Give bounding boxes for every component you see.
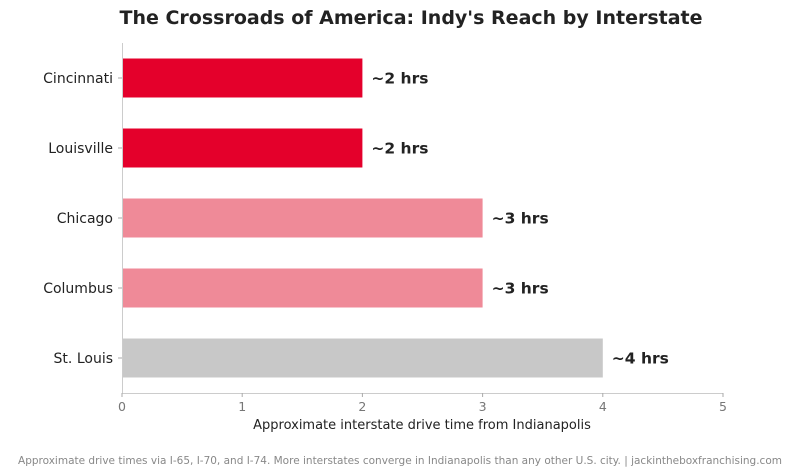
bar-2 — [122, 198, 483, 238]
bar-0 — [122, 58, 363, 98]
category-label: Louisville — [48, 141, 113, 157]
category-labels: Cincinnati Louisville Chicago Columbus St. L… — [43, 71, 122, 367]
category-label: Cincinnati — [43, 71, 113, 87]
chart-title: The Crossroads of America: Indy's Reach … — [119, 7, 702, 29]
x-tick-label: 2 — [358, 399, 366, 414]
data-label: ~3 hrs — [492, 280, 549, 298]
data-label: ~3 hrs — [492, 210, 549, 228]
x-tick-label: 4 — [599, 399, 607, 414]
data-labels: ~2 hrs ~2 hrs ~3 hrs ~3 hrs ~4 hrs — [371, 70, 668, 368]
bar-3 — [122, 268, 483, 308]
x-axis-label: Approximate interstate drive time from I… — [253, 418, 591, 433]
x-tick-label: 5 — [719, 399, 727, 414]
bars — [122, 58, 603, 378]
category-label: St. Louis — [54, 351, 113, 367]
bar-1 — [122, 128, 363, 168]
x-tick-label: 0 — [118, 399, 126, 414]
data-label: ~2 hrs — [371, 140, 428, 158]
category-label: Columbus — [43, 281, 113, 297]
footnote: Approximate drive times via I-65, I-70, … — [18, 455, 782, 467]
x-ticks: 0 1 2 3 4 5 — [118, 393, 727, 414]
bar-4 — [122, 338, 603, 378]
x-tick-label: 1 — [238, 399, 246, 414]
x-tick-label: 3 — [479, 399, 487, 414]
data-label: ~4 hrs — [612, 350, 669, 368]
category-label: Chicago — [57, 211, 113, 227]
data-label: ~2 hrs — [371, 70, 428, 88]
